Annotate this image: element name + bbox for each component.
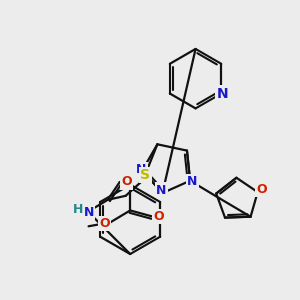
Text: O: O bbox=[256, 183, 267, 196]
Text: H: H bbox=[73, 203, 83, 216]
Text: N: N bbox=[156, 184, 167, 196]
Text: N: N bbox=[187, 175, 197, 188]
Text: S: S bbox=[140, 168, 151, 182]
Text: N: N bbox=[84, 206, 94, 219]
Text: N: N bbox=[217, 86, 228, 100]
Text: O: O bbox=[121, 176, 132, 188]
Text: O: O bbox=[154, 210, 164, 223]
Text: N: N bbox=[136, 163, 146, 176]
Text: O: O bbox=[99, 217, 110, 230]
